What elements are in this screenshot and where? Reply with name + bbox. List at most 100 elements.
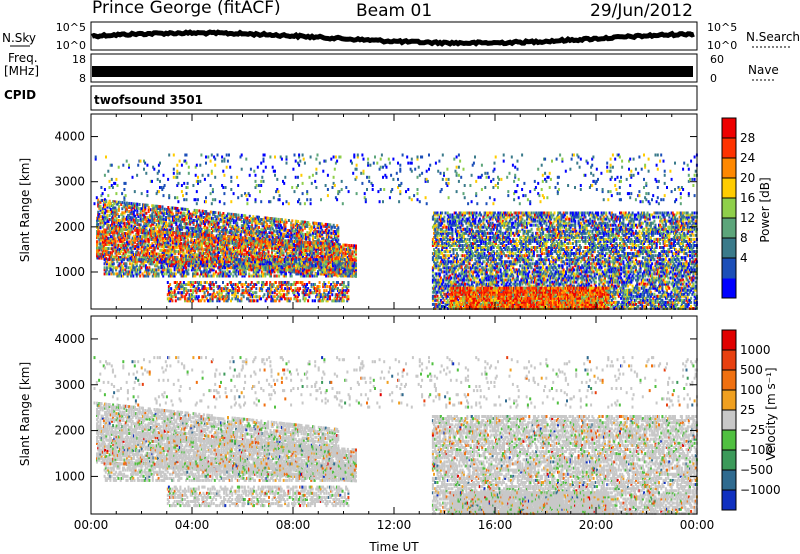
echo-cell	[169, 231, 172, 235]
echo-cell	[327, 229, 329, 233]
echo-cell	[136, 251, 139, 255]
echo-cell	[232, 231, 235, 235]
echo-cell	[239, 236, 242, 240]
echo-cell	[163, 266, 166, 270]
echo-cell	[174, 206, 177, 210]
echo-cell	[258, 217, 260, 221]
echo-cell	[232, 219, 235, 223]
echo-cell	[167, 243, 170, 247]
echo-cell	[208, 216, 211, 220]
echo-cell	[201, 211, 204, 215]
echo-cell	[236, 229, 239, 233]
echo-cell	[228, 255, 231, 259]
echo-cell	[295, 228, 298, 231]
echo-cell	[144, 235, 147, 239]
echo-cell	[114, 243, 117, 247]
echo-cell	[138, 241, 141, 245]
echo-cell	[287, 235, 290, 239]
echo-cell	[172, 241, 174, 245]
echo-cell	[142, 203, 144, 207]
echo-cell	[243, 214, 246, 218]
freq-left-tick: 8	[79, 72, 86, 85]
echo-cell	[165, 245, 168, 249]
echo-cell	[131, 230, 134, 234]
echo-cell	[276, 255, 279, 259]
echo-cell	[119, 249, 122, 253]
echo-cell	[129, 218, 132, 222]
echo-cell	[98, 206, 101, 210]
echo-cell	[132, 246, 135, 250]
echo-cell	[109, 235, 112, 239]
echo-cell	[269, 268, 272, 272]
echo-cell	[210, 256, 212, 260]
echo-cell	[168, 255, 171, 259]
echo-cell	[208, 222, 211, 226]
echo-cell	[144, 245, 147, 249]
echo-cell	[116, 223, 119, 226]
echo-cell	[127, 254, 130, 258]
echo-cell	[152, 254, 155, 258]
echo-cell	[207, 236, 210, 239]
echo-cell	[324, 239, 327, 243]
echo-cell	[148, 220, 151, 224]
echo-cell	[301, 228, 304, 232]
echo-cell	[314, 221, 317, 225]
echo-cell	[239, 230, 242, 234]
echo-cell	[285, 241, 288, 245]
echo-cell	[301, 236, 304, 240]
echo-cell	[119, 200, 121, 204]
echo-cell	[119, 221, 121, 225]
echo-cell	[178, 233, 181, 237]
echo-cell	[146, 243, 149, 247]
echo-cell	[102, 201, 105, 205]
echo-cell	[102, 205, 105, 209]
echo-cell	[147, 218, 150, 222]
echo-cell	[184, 254, 187, 258]
echo-cell	[187, 240, 189, 244]
echo-cell	[250, 233, 252, 237]
echo-cell	[125, 215, 128, 219]
echo-cell	[137, 233, 140, 236]
echo-cell	[290, 227, 293, 231]
echo-cell	[96, 240, 98, 244]
echo-cell	[222, 257, 225, 261]
echo-cell	[109, 251, 112, 255]
echo-cell	[176, 207, 179, 210]
echo-cell	[293, 223, 296, 227]
echo-cell	[215, 270, 217, 274]
echo-cell	[205, 212, 208, 216]
echo-cell	[299, 232, 302, 236]
echo-cell	[135, 255, 138, 259]
echo-cell	[197, 227, 200, 231]
echo-cell	[329, 223, 332, 227]
echo-cell	[224, 216, 227, 220]
echo-cell	[199, 211, 202, 215]
echo-cell	[294, 227, 297, 231]
echo-cell	[243, 248, 246, 252]
echo-cell	[114, 208, 117, 212]
echo-cell	[143, 221, 146, 225]
echo-cell	[238, 244, 241, 248]
echo-cell	[171, 206, 174, 210]
echo-cell	[185, 258, 188, 262]
echo-cell	[103, 250, 105, 254]
echo-cell	[193, 243, 196, 247]
echo-cell	[291, 219, 294, 223]
echo-cell	[152, 204, 155, 208]
echo-cell	[206, 216, 209, 220]
echo-cell	[254, 243, 257, 247]
echo-cell	[219, 244, 222, 248]
echo-cell	[105, 230, 108, 234]
echo-cell	[245, 230, 248, 234]
echo-cell	[210, 248, 212, 252]
echo-cell	[157, 240, 159, 244]
echo-cell	[100, 219, 103, 223]
echo-cell	[220, 249, 223, 253]
echo-cell	[134, 246, 136, 250]
echo-cell	[132, 255, 135, 258]
echo-cell	[120, 229, 123, 233]
echo-cell	[266, 222, 269, 226]
echo-cell	[146, 247, 149, 251]
echo-cell	[262, 250, 265, 254]
echo-cell	[275, 227, 278, 231]
